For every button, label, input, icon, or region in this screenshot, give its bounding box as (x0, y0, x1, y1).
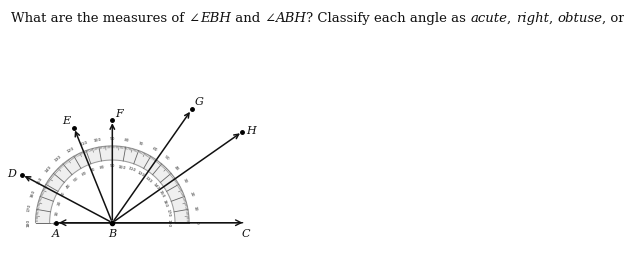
Text: ∠: ∠ (188, 12, 200, 25)
Text: 0: 0 (194, 221, 198, 224)
Text: 90: 90 (110, 137, 115, 141)
Text: 30: 30 (61, 191, 67, 198)
Text: 180: 180 (26, 219, 31, 227)
Text: 180: 180 (167, 219, 170, 227)
Text: 130: 130 (144, 175, 153, 184)
Text: ∠: ∠ (264, 12, 275, 25)
Text: 170: 170 (27, 204, 32, 212)
Text: G: G (195, 98, 203, 108)
Text: EBH: EBH (200, 12, 231, 25)
Text: ? Classify each angle as: ? Classify each angle as (306, 12, 470, 25)
Text: A: A (52, 229, 60, 239)
Text: ,: , (548, 12, 557, 25)
Text: 70: 70 (90, 167, 96, 173)
Text: F: F (115, 109, 123, 119)
Polygon shape (36, 146, 189, 223)
Text: 80: 80 (99, 165, 105, 170)
Text: 10: 10 (54, 210, 59, 216)
Text: 10: 10 (193, 205, 197, 211)
Text: 160: 160 (30, 189, 37, 199)
Text: 20: 20 (188, 191, 194, 197)
Text: What are the measures of: What are the measures of (11, 12, 188, 25)
Text: 30: 30 (182, 177, 188, 184)
Text: B: B (108, 229, 117, 239)
Text: obtuse: obtuse (557, 12, 602, 25)
Text: 160: 160 (162, 199, 168, 208)
Text: and: and (231, 12, 264, 25)
Text: 140: 140 (151, 182, 160, 191)
Text: acute: acute (470, 12, 507, 25)
Text: C: C (241, 229, 250, 239)
Text: 120: 120 (66, 146, 75, 154)
Text: 150: 150 (157, 190, 165, 199)
Text: 60: 60 (80, 171, 87, 177)
Text: ,: , (507, 12, 515, 25)
Text: 50: 50 (72, 176, 79, 183)
Text: 40: 40 (66, 183, 72, 190)
Text: 110: 110 (79, 141, 88, 147)
Text: 100: 100 (118, 165, 127, 170)
Text: 130: 130 (54, 154, 63, 163)
Text: 50: 50 (163, 155, 170, 162)
Text: 20: 20 (57, 200, 62, 207)
Text: right: right (515, 12, 548, 25)
Text: 0: 0 (54, 221, 58, 224)
Text: 80: 80 (124, 137, 130, 143)
Text: , or: , or (602, 12, 624, 25)
Text: 40: 40 (173, 165, 180, 172)
Text: 90: 90 (110, 164, 115, 168)
Text: D: D (7, 169, 16, 179)
Text: 120: 120 (136, 170, 145, 178)
Text: E: E (62, 116, 70, 126)
Text: 140: 140 (44, 164, 52, 173)
Text: H: H (246, 126, 256, 136)
Text: 150: 150 (36, 176, 44, 185)
Text: ABH: ABH (275, 12, 306, 25)
Text: 60: 60 (151, 147, 158, 153)
Text: 100: 100 (94, 137, 102, 143)
Text: 170: 170 (165, 209, 170, 217)
Text: 70: 70 (138, 141, 144, 147)
Text: 110: 110 (127, 166, 136, 173)
